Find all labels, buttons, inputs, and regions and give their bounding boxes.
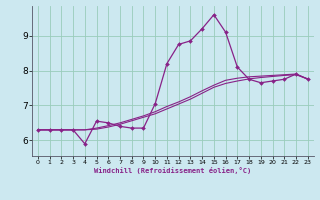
X-axis label: Windchill (Refroidissement éolien,°C): Windchill (Refroidissement éolien,°C) <box>94 167 252 174</box>
